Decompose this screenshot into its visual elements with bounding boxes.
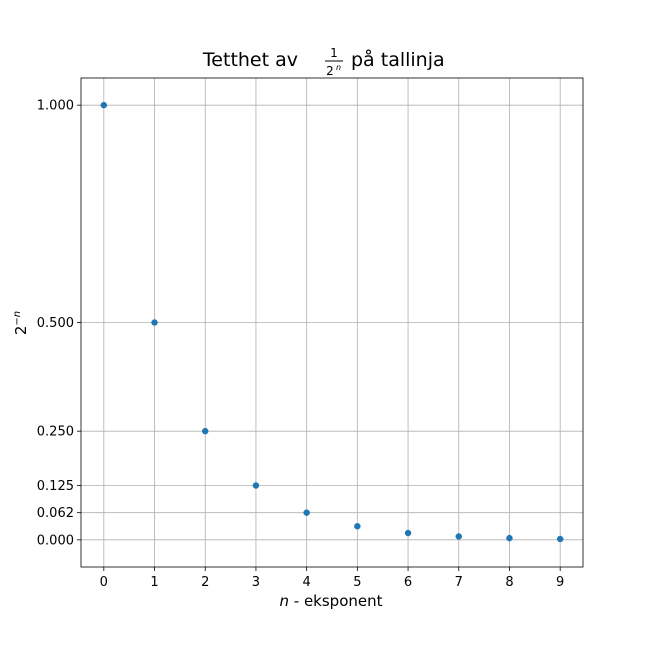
x-tick-label: 1: [150, 575, 158, 590]
data-point: [151, 319, 158, 326]
x-axis-label-text: - eksponent: [289, 592, 383, 610]
title-fraction-denominator-base: 2: [326, 64, 334, 78]
y-axis-label: 2−n: [12, 311, 30, 335]
data-point: [506, 534, 513, 542]
x-tick-label: 0: [100, 575, 108, 590]
data-point: [354, 523, 361, 530]
y-tick-label: 0.250: [37, 425, 74, 440]
x-tick-label: 6: [404, 575, 412, 590]
chart-title: Tetthet av 1 2 n på tallinja: [202, 46, 445, 78]
x-tick-label: 5: [353, 575, 361, 590]
y-tick-label: 0.125: [37, 479, 74, 494]
y-tick-label: 0.062: [37, 506, 74, 521]
y-axis-label-base: 2: [12, 326, 30, 336]
data-points: [100, 101, 564, 543]
x-axis-label: n - eksponent: [279, 592, 382, 610]
grid: [81, 78, 583, 567]
data-point: [201, 427, 209, 435]
data-point: [556, 535, 564, 543]
data-point: [303, 509, 310, 516]
x-tick-label: 8: [505, 575, 513, 590]
x-axis-label-variable: n: [279, 592, 289, 610]
y-tick-label: 0.000: [37, 533, 74, 548]
title-fraction-denominator-exponent: n: [336, 63, 341, 72]
x-tick-label: 3: [252, 575, 260, 590]
x-tick-label: 9: [556, 575, 564, 590]
data-point: [252, 482, 260, 489]
data-point: [455, 533, 463, 540]
ticks: 0 1 2 3 4 5 6 7 8 9 0.000 0.062 0.125 0.250 0.500 1.000: [37, 99, 565, 590]
data-point: [404, 529, 412, 537]
data-point: [100, 101, 108, 109]
x-tick-label: 2: [201, 575, 209, 590]
y-tick-label: 0.500: [37, 316, 74, 331]
title-prefix: Tetthet av: [202, 49, 298, 71]
title-suffix: på tallinja: [351, 48, 445, 71]
y-tick-label: 1.000: [37, 99, 74, 114]
y-axis-label-exponent: −n: [12, 311, 23, 326]
title-fraction-numerator: 1: [330, 46, 338, 60]
x-tick-label: 7: [455, 575, 463, 590]
x-tick-label: 4: [303, 575, 311, 590]
